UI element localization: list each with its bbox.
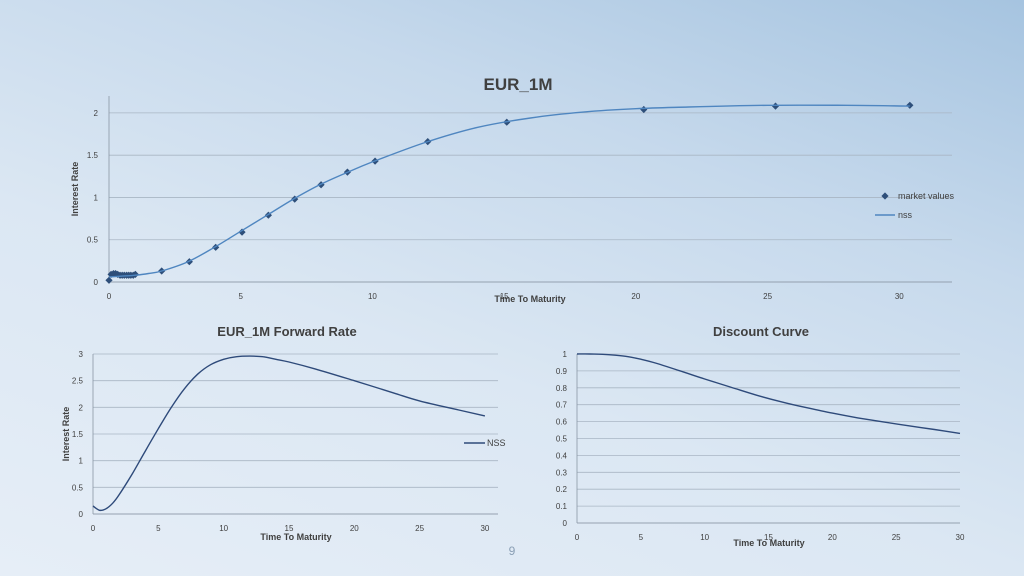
y-tick-label: 1.5 [87,151,99,160]
y-tick-label: 3 [79,350,84,359]
y-tick-label: 0.9 [556,367,568,376]
nss-series-line [92,355,486,512]
y-tick-label: 0.5 [87,236,99,245]
x-tick-label: 20 [631,292,640,301]
x-tick-label: 10 [700,533,709,542]
market-value-point [105,276,113,284]
y-tick-label: 0.7 [556,401,568,410]
y-tick-label: 0.6 [556,418,568,427]
y-tick-label: 1 [79,457,84,466]
y-tick-label: 0.5 [556,435,568,444]
legend-label-nss: NSS [487,438,506,448]
legend-label-market-values: market values [898,191,955,201]
legend-marker-market-values [881,192,889,200]
market-value-point [906,101,914,109]
x-axis-label: Time To Maturity [494,294,565,304]
discount-series-line [576,353,961,435]
x-tick-label: 5 [156,524,161,533]
market-value-point [238,228,246,236]
y-tick-label: 1 [94,193,99,202]
x-tick-label: 15 [285,524,294,533]
page-number: 9 [509,544,516,558]
y-axis-label: Interest Rate [70,162,80,217]
y-tick-label: 2 [79,403,84,412]
market-value-point [131,270,139,278]
nss-series-line [108,104,910,278]
y-tick-label: 2 [94,109,99,118]
x-tick-label: 25 [892,533,901,542]
x-tick-label: 30 [956,533,965,542]
y-tick-label: 0.3 [556,468,568,477]
x-tick-label: 20 [350,524,359,533]
legend-label-nss: nss [898,210,913,220]
chart-title: EUR_1M Forward Rate [217,324,356,339]
y-tick-label: 1 [563,350,568,359]
x-tick-label: 25 [415,524,424,533]
y-tick-label: 0 [79,510,84,519]
x-tick-label: 10 [368,292,377,301]
x-tick-label: 0 [107,292,112,301]
y-tick-label: 0.4 [556,451,568,460]
y-tick-label: 0.5 [72,483,84,492]
y-tick-label: 0 [563,519,568,528]
y-tick-label: 0 [94,278,99,287]
x-tick-label: 5 [238,292,243,301]
y-tick-label: 0.8 [556,384,568,393]
market-value-point [771,102,780,110]
x-tick-label: 5 [639,533,644,542]
x-axis-label: Time To Maturity [733,538,804,548]
market-value-point [640,105,648,114]
y-tick-label: 0.1 [556,502,568,511]
x-tick-label: 0 [575,533,580,542]
x-tick-label: 15 [764,533,773,542]
x-tick-label: 15 [500,292,509,301]
y-axis-label: Interest Rate [61,407,71,462]
x-tick-label: 10 [219,524,228,533]
x-tick-label: 20 [828,533,837,542]
x-axis-label: Time To Maturity [260,532,331,542]
discount-curve-chart: 00.10.20.30.40.50.60.70.80.910 5 10 15 20 25 3… [556,324,965,548]
x-tick-label: 30 [480,524,489,533]
x-tick-label: 0 [91,524,96,533]
y-tick-label: 2.5 [72,377,84,386]
x-tick-label: 25 [763,292,772,301]
y-tick-label: 1.5 [72,430,84,439]
x-tick-label: 30 [895,292,904,301]
chart-title: Discount Curve [713,324,809,339]
chart-title: EUR_1M [484,75,553,94]
y-tick-label: 0.2 [556,485,568,494]
